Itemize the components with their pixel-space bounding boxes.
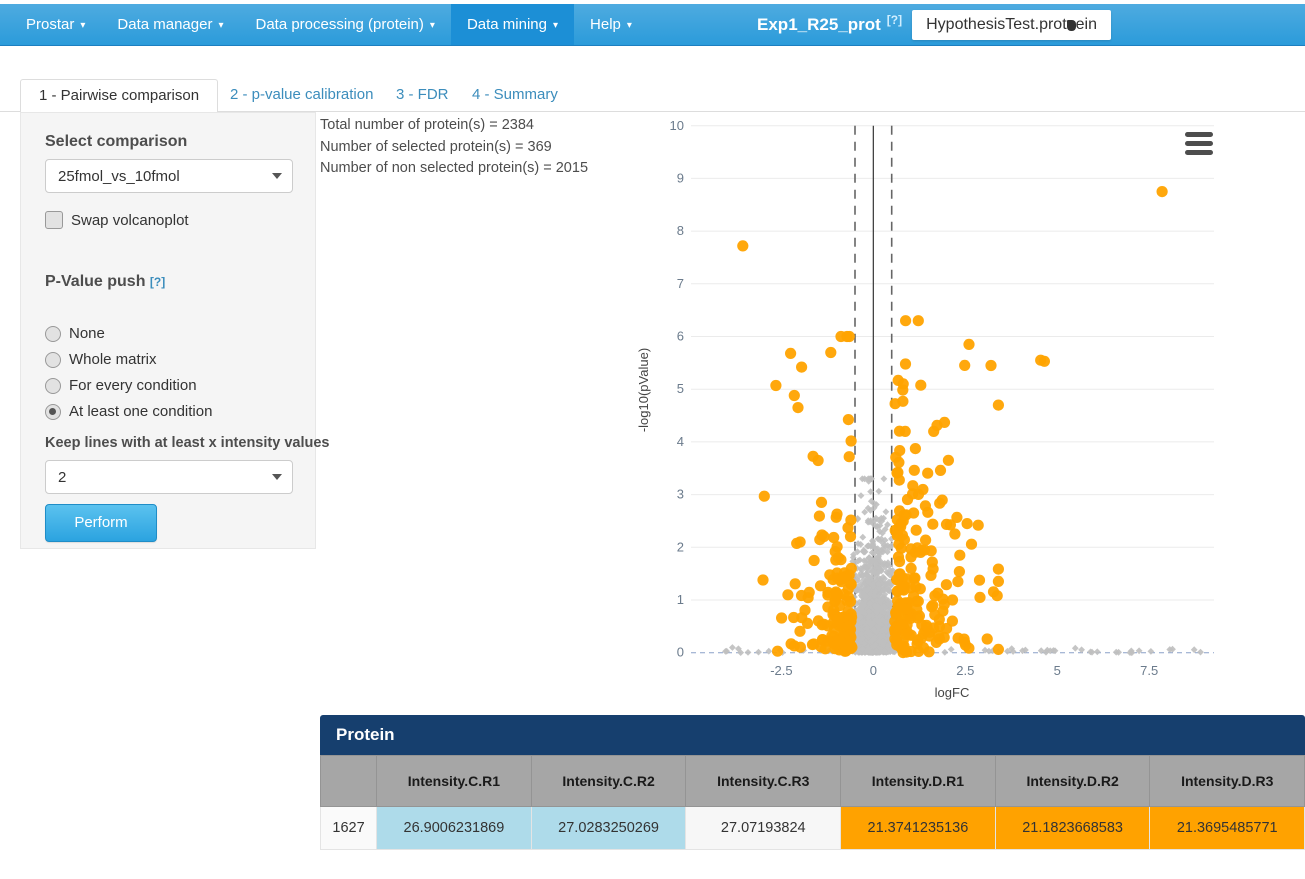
svg-text:5: 5 (1054, 663, 1061, 678)
svg-text:4: 4 (677, 434, 684, 449)
svg-text:logFC: logFC (935, 685, 970, 700)
svg-text:0: 0 (677, 645, 684, 660)
svg-text:6: 6 (677, 329, 684, 344)
svg-text:1: 1 (677, 592, 684, 607)
svg-text:7: 7 (677, 276, 684, 291)
svg-text:10: 10 (670, 118, 684, 133)
svg-text:-log10(pValue): -log10(pValue) (636, 348, 651, 432)
svg-text:3: 3 (677, 487, 684, 502)
svg-text:2.5: 2.5 (956, 663, 974, 678)
svg-text:7.5: 7.5 (1140, 663, 1158, 678)
svg-text:2: 2 (677, 540, 684, 555)
svg-text:5: 5 (677, 381, 684, 396)
svg-text:8: 8 (677, 223, 684, 238)
svg-text:0: 0 (870, 663, 877, 678)
svg-text:-2.5: -2.5 (770, 663, 792, 678)
svg-text:9: 9 (677, 171, 684, 186)
